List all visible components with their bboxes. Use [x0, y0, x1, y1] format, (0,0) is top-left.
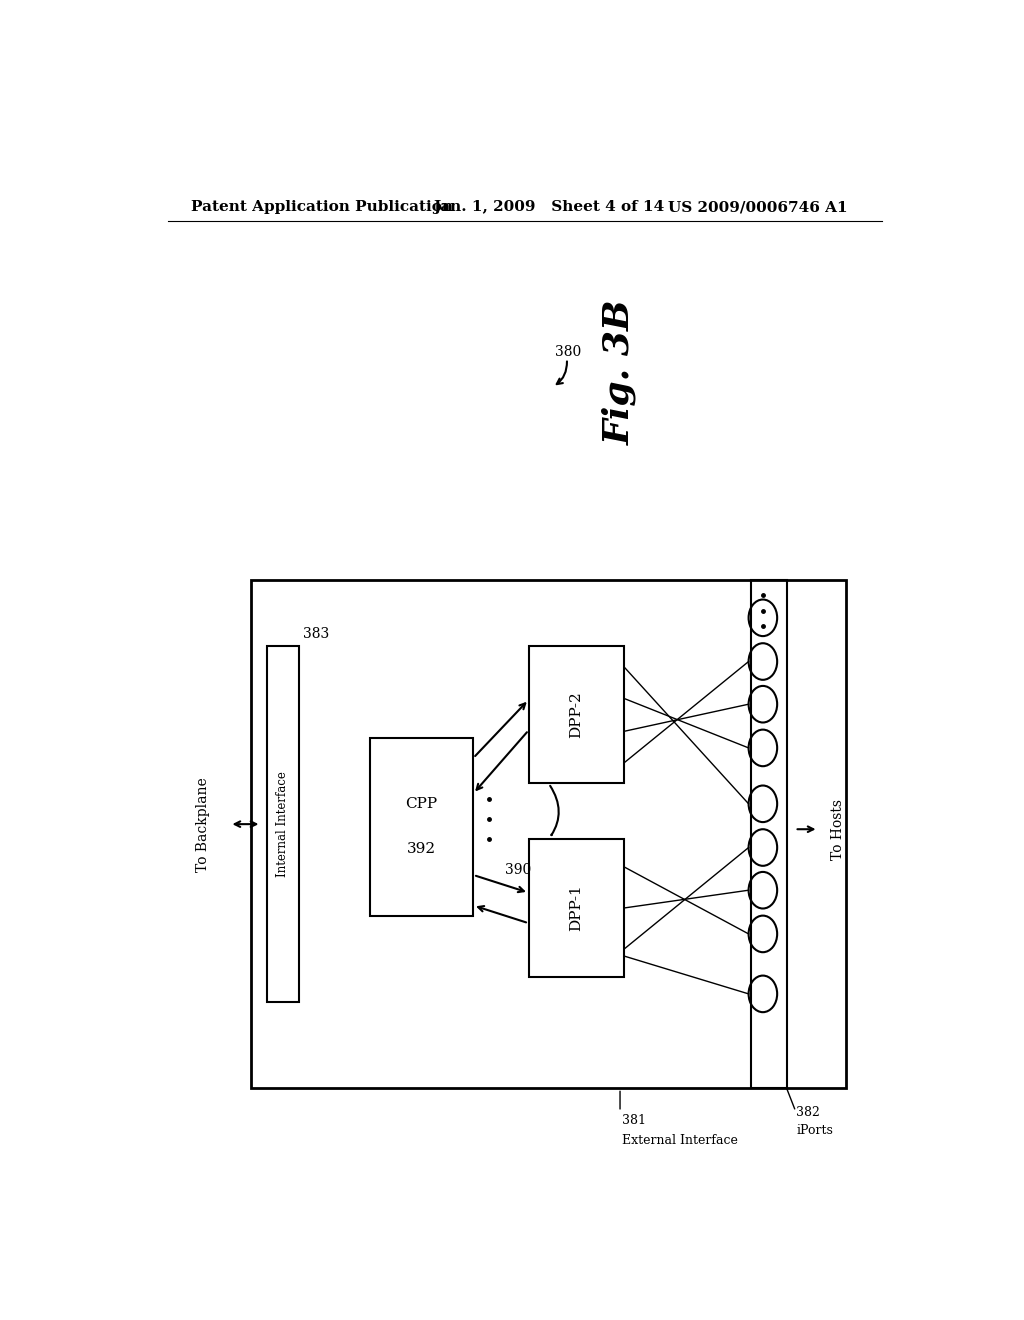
Text: To Hosts: To Hosts [831, 799, 845, 859]
FancyArrowPatch shape [550, 785, 559, 836]
Bar [370, 738, 473, 916]
Text: DPP-1: DPP-1 [569, 884, 584, 932]
Bar [267, 647, 299, 1002]
Text: 390: 390 [505, 863, 531, 876]
Text: US 2009/0006746 A1: US 2009/0006746 A1 [668, 201, 847, 214]
Bar [751, 581, 786, 1089]
Text: Jan. 1, 2009   Sheet 4 of 14: Jan. 1, 2009 Sheet 4 of 14 [433, 201, 665, 214]
Bar [528, 840, 624, 977]
Bar [251, 581, 846, 1089]
Text: 380: 380 [555, 345, 582, 359]
Text: 383: 383 [303, 627, 329, 642]
Text: External Interface: External Interface [622, 1134, 737, 1147]
Text: 392: 392 [408, 842, 436, 857]
Text: 382: 382 [797, 1106, 820, 1118]
Text: To Backplane: To Backplane [197, 776, 210, 871]
Text: Internal Interface: Internal Interface [276, 771, 289, 876]
Bar [528, 647, 624, 784]
Text: DPP-2: DPP-2 [569, 692, 584, 738]
Text: Fig. 3B: Fig. 3B [603, 300, 637, 445]
Text: 381: 381 [622, 1114, 645, 1127]
Text: Patent Application Publication: Patent Application Publication [191, 201, 454, 214]
Text: CPP: CPP [406, 797, 437, 812]
Text: iPorts: iPorts [797, 1125, 834, 1137]
